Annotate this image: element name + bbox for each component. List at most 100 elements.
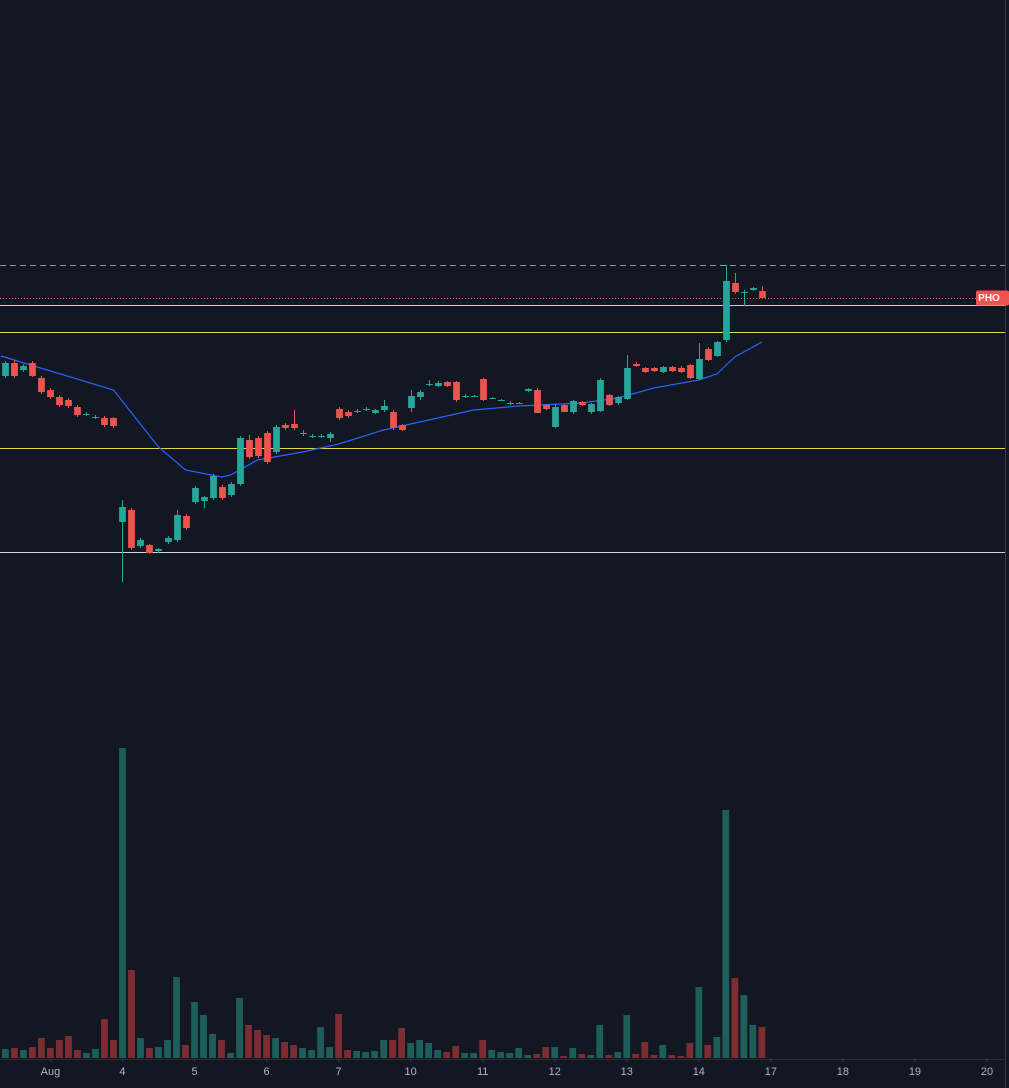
volume-bar: [281, 1042, 288, 1058]
volume-bar: [173, 977, 180, 1058]
x-tick-label: 20: [981, 1066, 993, 1078]
volume-bar: [146, 1048, 153, 1058]
volume-bar: [47, 1048, 54, 1058]
volume-bar: [695, 987, 703, 1058]
volume-bar: [218, 1040, 225, 1058]
volume-bar: [2, 1049, 9, 1058]
volume-bar: [470, 1053, 478, 1058]
volume-bar: [299, 1048, 306, 1058]
volume-bar: [407, 1043, 415, 1058]
volume-bar: [758, 1027, 766, 1058]
volume-bar: [713, 1037, 721, 1058]
candle-body: [606, 395, 613, 405]
volume-bar: [38, 1038, 45, 1058]
candle-body: [498, 400, 505, 401]
volume-bar: [290, 1045, 297, 1058]
candle-body: [327, 434, 334, 438]
volume-bar: [677, 1056, 685, 1058]
candle-body: [543, 405, 550, 409]
candle-body: [732, 283, 739, 292]
x-tick-label: 13: [621, 1066, 633, 1078]
candle-body: [417, 392, 424, 397]
candle-body: [137, 540, 144, 546]
volume-bar: [74, 1050, 81, 1058]
volume-bar: [731, 978, 739, 1058]
volume-bar: [686, 1043, 694, 1058]
candle-body: [426, 384, 433, 385]
candle-body: [192, 488, 199, 502]
volume-bar: [326, 1047, 333, 1058]
candle-body: [47, 390, 54, 397]
volume-bar: [641, 1042, 649, 1058]
volume-bar: [416, 1040, 424, 1058]
volume-bar: [560, 1056, 568, 1058]
candle-body: [705, 349, 712, 360]
volume-bar: [533, 1054, 541, 1058]
volume-bar: [236, 998, 243, 1058]
x-tick-label: Aug: [41, 1066, 61, 1078]
volume-bar: [191, 1002, 198, 1058]
volume-bar: [452, 1046, 460, 1058]
volume-bar: [209, 1034, 216, 1058]
volume-bar: [497, 1052, 505, 1058]
volume-bar: [740, 995, 748, 1058]
volume-bar: [362, 1052, 369, 1058]
volume-bar: [56, 1040, 63, 1058]
volume-bar: [137, 1038, 144, 1058]
volume-bar: [659, 1045, 667, 1058]
candle-body: [309, 436, 316, 437]
candle-body: [624, 368, 631, 399]
candle-body: [399, 425, 406, 430]
candle-body: [210, 476, 217, 498]
candle-body: [471, 396, 478, 397]
x-tick-label: 17: [765, 1066, 777, 1078]
x-tick-label: 5: [191, 1066, 197, 1078]
x-tick-label: 10: [405, 1066, 417, 1078]
candle-body: [561, 405, 568, 412]
candle-body: [372, 410, 379, 413]
candle-body: [714, 342, 721, 356]
candle-body: [119, 507, 126, 522]
candle-body: [65, 400, 72, 406]
candle-body: [741, 292, 748, 293]
volume-bar: [317, 1027, 324, 1058]
volume-bar: [389, 1040, 397, 1058]
x-tick-label: 11: [477, 1066, 488, 1078]
volume-bar: [488, 1050, 496, 1058]
candle-body: [669, 367, 676, 371]
candle-body: [128, 510, 135, 548]
volume-bar: [101, 1019, 108, 1058]
volume-bar: [380, 1040, 388, 1058]
volume-bar: [200, 1015, 207, 1058]
volume-bar: [254, 1030, 261, 1058]
candle-body: [696, 359, 703, 379]
candle-body: [552, 407, 559, 427]
candle-body: [264, 433, 271, 462]
candle-body: [750, 288, 757, 290]
volume-bar: [344, 1050, 351, 1058]
candle-body: [363, 409, 370, 410]
volume-bar: [623, 1015, 631, 1058]
candle-body: [345, 412, 352, 416]
candle-body: [480, 379, 487, 400]
x-tick-label: 4: [119, 1066, 125, 1078]
x-tick-label: 18: [837, 1066, 849, 1078]
candle-body: [588, 404, 595, 412]
candle-body: [381, 406, 388, 410]
candle-body: [255, 438, 262, 456]
candle-body: [282, 425, 289, 428]
volume-bar: [11, 1048, 18, 1058]
candle-body: [462, 396, 469, 397]
volume-bar: [587, 1055, 595, 1058]
volume-bar: [65, 1036, 72, 1058]
volume-bar: [164, 1040, 171, 1058]
candle-body: [336, 409, 343, 418]
volume-bar: [569, 1048, 577, 1058]
volume-bar: [515, 1048, 523, 1058]
volume-bar: [578, 1054, 586, 1058]
volume-bar: [443, 1052, 451, 1058]
candle-body: [228, 484, 235, 495]
candle-body: [273, 427, 280, 452]
x-tick-label: 12: [549, 1066, 561, 1078]
candle-body: [687, 365, 694, 378]
